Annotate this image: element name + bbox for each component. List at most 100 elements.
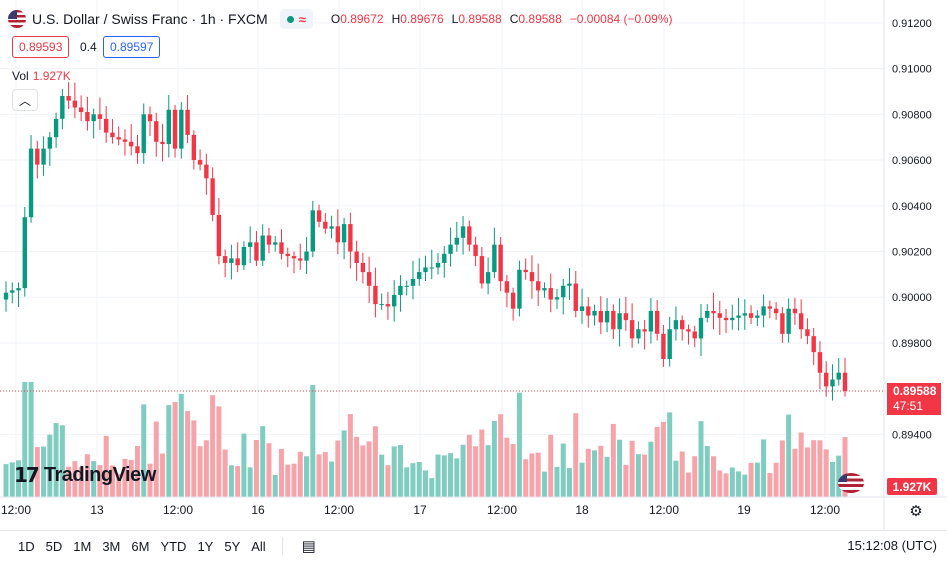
volume-bar (535, 452, 541, 497)
candle-body (573, 283, 578, 311)
volume-bar (635, 454, 641, 497)
volume-legend[interactable]: Vol 1.927K (12, 69, 71, 83)
volume-bar (773, 462, 779, 497)
candle-body (3, 292, 9, 300)
candle-body (811, 336, 816, 353)
candle-body (316, 210, 322, 222)
volume-label: Vol (12, 69, 29, 83)
volume-bar (423, 470, 428, 497)
volume-bar (178, 393, 184, 497)
bar-countdown: 47:51 (893, 398, 924, 413)
candle-body (492, 244, 497, 273)
range-6m[interactable]: 6M (131, 538, 150, 554)
volume-bar (717, 470, 723, 497)
candle-body (654, 310, 660, 334)
volume-bar (617, 439, 623, 497)
volume-bar (742, 474, 748, 497)
candle-body (623, 313, 629, 321)
price-tick-label: 0.90800 (892, 109, 932, 121)
volume-bar (329, 461, 335, 497)
candle-body (204, 164, 209, 179)
candle-body (210, 178, 215, 215)
volume-bar (172, 402, 178, 497)
volume-bar (416, 461, 422, 497)
volume-bar (548, 434, 554, 497)
volume-bar (272, 474, 278, 497)
collapse-legend-button[interactable]: ︿ (12, 89, 38, 111)
volume-bar (817, 440, 823, 497)
candle-body (304, 251, 309, 261)
volume-bar (554, 466, 560, 497)
candle-body (742, 313, 748, 316)
volume-bar (654, 426, 660, 497)
candle-body (617, 313, 622, 330)
range-all[interactable]: All (251, 538, 266, 554)
volume-bar (429, 478, 435, 497)
volume-bar (28, 382, 34, 497)
symbol-title[interactable]: U.S. Dollar / Swiss Franc · 1h · FXCM (32, 11, 268, 27)
volume-bar (66, 466, 72, 497)
volume-bar (585, 448, 591, 497)
candle-body (354, 251, 359, 263)
candle-body (291, 256, 297, 259)
volume-bar (128, 460, 134, 497)
volume-bar (3, 464, 9, 497)
candle-body (141, 114, 146, 154)
sell-button[interactable]: 0.89593 (12, 36, 70, 58)
price-axis[interactable]: 0.91200 0.91000 0.90800 0.90600 0.90400 0.902… (892, 18, 932, 442)
volume-bar (560, 443, 566, 497)
candle-body (604, 310, 610, 323)
range-1m[interactable]: 1M (73, 538, 92, 554)
time-axis[interactable]: 12:00 13 12:00 16 12:00 17 12:00 18 12:00 19 12:00 (1, 503, 840, 517)
us-flag-icon[interactable] (838, 473, 864, 493)
candle-body (85, 112, 90, 122)
price-tick-label: 0.90200 (892, 247, 932, 259)
volume-bar (304, 456, 310, 497)
volume-bar (667, 412, 673, 497)
time-tick-label: 12:00 (1, 503, 31, 517)
volume-bar (285, 464, 291, 497)
ohlc-close-value: 0.89588 (518, 12, 562, 26)
candle-body (66, 96, 71, 101)
tradingview-logo[interactable]: 17 TradingView (14, 463, 156, 487)
candle-body (598, 310, 604, 323)
gear-icon[interactable]: ⚙ (909, 503, 923, 520)
time-tick-label: 12:00 (324, 503, 354, 517)
range-5y[interactable]: 5Y (224, 538, 241, 554)
range-ytd[interactable]: YTD (160, 538, 187, 554)
volume-bar (761, 439, 767, 497)
candle-body (755, 315, 760, 318)
volume-bar (366, 441, 372, 497)
candle-body (78, 107, 84, 113)
candle-body (241, 246, 247, 266)
candle-body (717, 313, 722, 318)
volume-bar (116, 473, 122, 497)
volume-bar (567, 468, 573, 497)
candle-body (830, 379, 835, 387)
ohlc-open-key: O (330, 12, 341, 26)
range-1y[interactable]: 1Y (197, 538, 214, 554)
volume-bar (579, 462, 585, 497)
range-1d[interactable]: 1D (18, 538, 35, 554)
candle-body (723, 317, 729, 321)
candle-body (479, 256, 485, 284)
range-5d[interactable]: 5D (45, 538, 63, 554)
candle-body (805, 329, 810, 337)
candle-body (780, 313, 785, 334)
candle-body (523, 269, 528, 273)
buy-button[interactable]: 0.89597 (103, 36, 161, 58)
price-tick-label: 0.90600 (892, 155, 932, 167)
calendar-range-icon[interactable]: ▤ (301, 538, 316, 555)
candle-body (72, 100, 78, 108)
volume-bar (754, 462, 760, 497)
candle-body (661, 333, 666, 359)
market-status-badge[interactable]: ≈ (279, 9, 313, 29)
volume-bar (736, 471, 742, 497)
candle-body (329, 226, 334, 229)
range-3m[interactable]: 3M (102, 538, 121, 554)
volume-bar (698, 421, 704, 497)
candle-body (185, 109, 190, 135)
utc-clock[interactable]: 15:12:08 (UTC) (847, 538, 937, 553)
candle-body (417, 272, 422, 279)
